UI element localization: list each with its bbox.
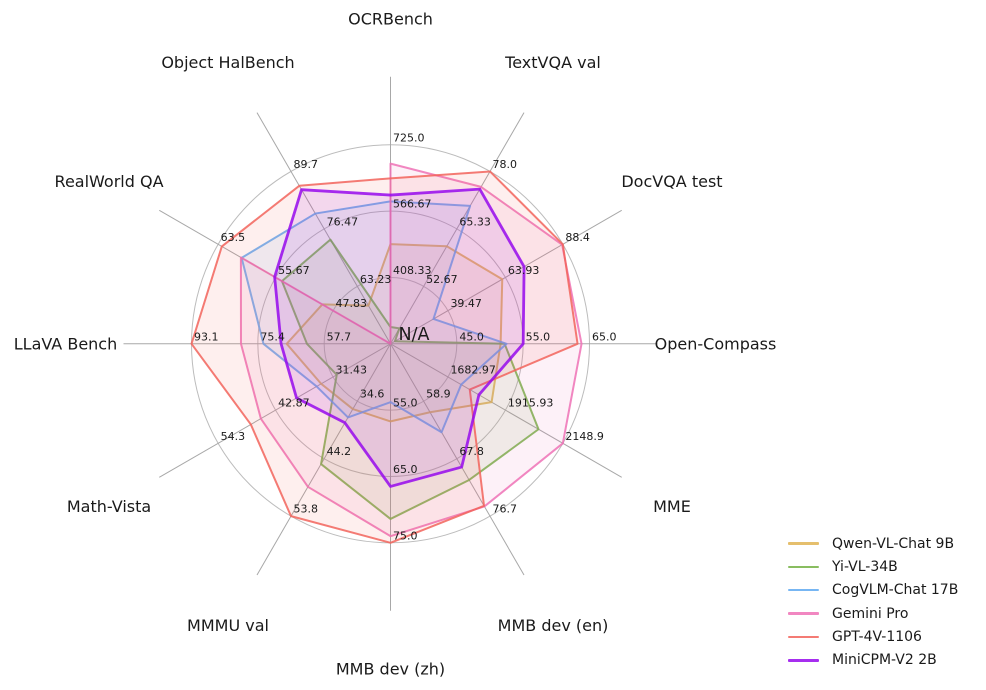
tick-label-ocrbench-3: 725.0 [393, 131, 425, 144]
tick-label-mmmu-val-1: 34.6 [360, 388, 385, 401]
tick-label-mmb-dev-zh-2: 65.0 [393, 463, 418, 476]
tick-label-realworld-qa-3: 63.5 [221, 231, 246, 244]
axis-spoke-math-vista [159, 343, 391, 478]
tick-label-ocrbench-1: 408.33 [393, 264, 432, 277]
tick-label-math-vista-3: 54.3 [221, 430, 246, 443]
legend-item-qwen-vl-chat-9b: Qwen-VL-Chat 9B [788, 532, 958, 555]
tick-label-open-compass-2: 55.0 [526, 330, 551, 343]
axis-title-mmb-dev-zh: MMB dev (zh) [336, 659, 445, 678]
axis-spoke-mmmu-val [256, 343, 391, 576]
tick-label-llava-bench-2: 75.4 [260, 330, 285, 343]
legend-item-cogvlm-chat-17b: CogVLM-Chat 17B [788, 579, 958, 602]
legend: Qwen-VL-Chat 9B Yi-VL-34B CogVLM-Chat 17B G… [788, 532, 958, 672]
legend-swatch-cogvlm-chat-17b [788, 589, 819, 592]
axis-spoke-textvqa-val [390, 112, 525, 345]
tick-label-realworld-qa-1: 47.83 [336, 297, 368, 310]
legend-label-minicpm-v2-2b: MiniCPM-V2 2B [832, 652, 937, 669]
axis-spoke-mme [390, 343, 622, 478]
legend-label-cogvlm-chat-17b: CogVLM-Chat 17B [832, 582, 959, 599]
tick-label-mmb-dev-en-2: 67.8 [459, 445, 484, 458]
axis-title-object-halbench: Object HalBench [161, 53, 294, 72]
tick-label-ocrbench-2: 566.67 [393, 198, 432, 211]
legend-swatch-qwen-vl-chat-9b [788, 542, 819, 545]
axis-title-mmb-dev-en: MMB dev (en) [498, 616, 609, 635]
axis-title-realworld-qa: RealWorld QA [55, 172, 164, 191]
tick-label-open-compass-3: 65.0 [592, 330, 617, 343]
legend-item-gpt-4v-1106: GPT-4V-1106 [788, 625, 958, 648]
legend-label-gpt-4v-1106: GPT-4V-1106 [832, 628, 922, 645]
legend-swatch-yi-vl-34b [788, 565, 819, 569]
axis-title-mmmu-val: MMMU val [187, 616, 269, 635]
legend-label-gemini-pro: Gemini Pro [832, 605, 909, 622]
axis-spoke-docvqa-test [390, 209, 622, 345]
tick-label-mmb-dev-zh-3: 75.0 [393, 529, 418, 542]
tick-label-mme-1: 1682.97 [450, 363, 496, 376]
legend-label-yi-vl-34b: Yi-VL-34B [832, 558, 898, 575]
axis-title-llava-bench: LLaVA Bench [14, 334, 117, 353]
tick-label-object-halbench-3: 89.7 [294, 158, 319, 171]
axis-title-docvqa-test: DocVQA test [621, 172, 722, 191]
center-na-label: N/A [399, 325, 430, 345]
tick-label-math-vista-2: 42.87 [278, 397, 310, 410]
legend-swatch-minicpm-v2-2b [788, 658, 819, 662]
axis-title-textvqa-val: TextVQA val [504, 53, 601, 72]
tick-label-llava-bench-1: 57.7 [327, 330, 352, 343]
series-polygon-gpt-4v-1106 [190, 170, 579, 544]
tick-label-open-compass-1: 45.0 [459, 330, 484, 343]
tick-label-mme-2: 1915.93 [508, 397, 554, 410]
tick-label-docvqa-test-2: 63.93 [508, 264, 540, 277]
axis-title-ocrbench: OCRBench [348, 9, 433, 28]
axis-title-mme: MME [653, 497, 691, 516]
tick-label-mmb-dev-en-3: 76.7 [493, 503, 518, 516]
legend-swatch-gpt-4v-1106 [788, 635, 819, 639]
tick-label-mme-3: 2148.9 [565, 430, 604, 443]
tick-label-mmmu-val-3: 53.8 [294, 503, 319, 516]
tick-label-object-halbench-2: 76.47 [327, 215, 359, 228]
tick-label-textvqa-val-2: 65.33 [459, 215, 491, 228]
tick-label-textvqa-val-1: 52.67 [426, 273, 458, 286]
tick-label-docvqa-test-3: 88.4 [565, 231, 590, 244]
legend-swatch-gemini-pro [788, 612, 819, 615]
tick-label-mmmu-val-2: 44.2 [327, 445, 352, 458]
axis-title-open-compass: Open-Compass [655, 334, 777, 353]
tick-label-mmb-dev-en-1: 58.9 [426, 388, 451, 401]
legend-item-gemini-pro: Gemini Pro [788, 602, 958, 625]
tick-label-math-vista-1: 31.43 [336, 363, 368, 376]
legend-label-qwen-vl-chat-9b: Qwen-VL-Chat 9B [832, 535, 955, 552]
tick-label-docvqa-test-1: 39.47 [450, 297, 482, 310]
tick-label-textvqa-val-3: 78.0 [493, 158, 518, 171]
tick-label-realworld-qa-2: 55.67 [278, 264, 310, 277]
axis-spoke-mmb-dev-en [390, 343, 525, 576]
axis-title-math-vista: Math-Vista [67, 497, 151, 516]
legend-item-yi-vl-34b: Yi-VL-34B [788, 555, 958, 578]
series-polygon-minicpm-v2-2b [273, 187, 526, 488]
tick-label-mmb-dev-zh-1: 55.0 [393, 397, 418, 410]
tick-label-llava-bench-3: 93.1 [194, 330, 219, 343]
tick-label-object-halbench-1: 63.23 [360, 273, 392, 286]
legend-item-minicpm-v2-2b: MiniCPM-V2 2B [788, 648, 958, 671]
